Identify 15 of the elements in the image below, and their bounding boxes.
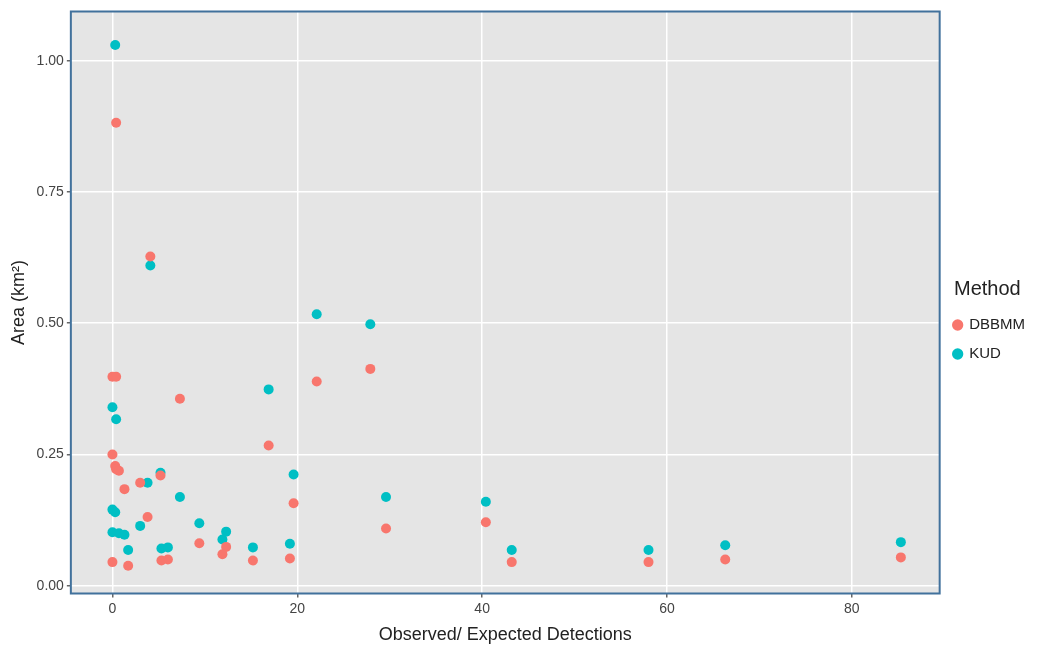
x-axis-title: Observed/ Expected Detections xyxy=(378,624,632,645)
legend-label: KUD xyxy=(969,344,1001,362)
legend-label: DBBMM xyxy=(969,315,1026,333)
x-tick-label: 40 xyxy=(474,599,491,616)
y-tick-label: 0.75 xyxy=(36,182,65,199)
y-tick-label: 1.00 xyxy=(36,51,65,68)
y-tick-label: 0.25 xyxy=(36,445,65,462)
x-tick-label: 80 xyxy=(844,599,860,616)
x-tick-label: 60 xyxy=(659,599,675,616)
y-tick-label: 0.00 xyxy=(36,576,65,593)
legend-title: Method xyxy=(953,277,1021,300)
y-axis-title: Area (km²) xyxy=(7,260,28,345)
x-tick-label: 20 xyxy=(289,599,306,616)
y-tick-label: 0.50 xyxy=(36,314,65,331)
x-tick-label: 0 xyxy=(108,599,117,616)
